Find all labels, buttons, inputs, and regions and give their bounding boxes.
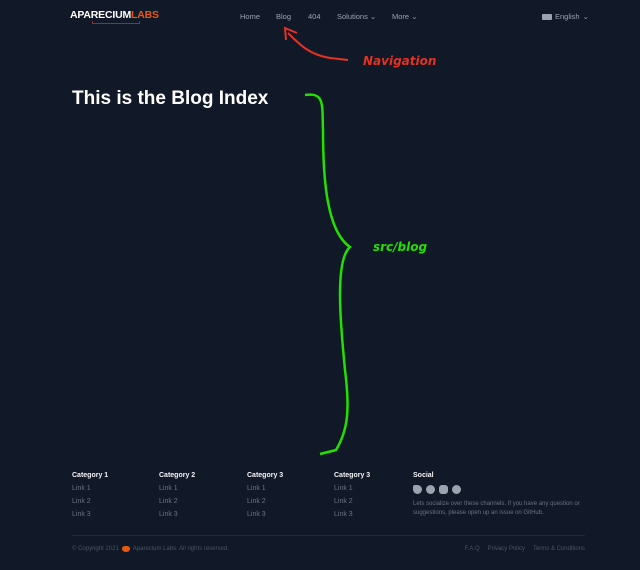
nav-solutions[interactable]: Solutions ⌄ xyxy=(337,12,376,21)
facebook-icon[interactable] xyxy=(426,485,435,494)
nav-more-label: More xyxy=(392,12,410,21)
footer-link[interactable]: Link 1 xyxy=(72,485,91,492)
footer-divider xyxy=(72,535,585,536)
src-brace xyxy=(304,93,353,456)
footer-column-title: Category 3 xyxy=(334,472,371,479)
footer-column-1: Category 1 Link 1 Link 2 Link 3 xyxy=(72,472,108,524)
footer-link[interactable]: Link 3 xyxy=(72,511,91,518)
twitter-icon[interactable] xyxy=(413,485,422,494)
footer-link[interactable]: Link 2 xyxy=(72,498,91,505)
chevron-down-icon: ⌄ xyxy=(411,12,418,21)
chevron-down-icon: ⌄ xyxy=(369,12,377,21)
navigation-annotation: Navigation xyxy=(363,54,437,68)
navigation-arrow xyxy=(283,26,349,61)
faq-link[interactable]: F.A.Q xyxy=(464,546,480,552)
footer-column-3: Category 3 Link 1 Link 2 Link 3 xyxy=(247,472,283,524)
legal-links: F.A.Q Privacy Policy Terms & Conditions xyxy=(465,546,585,552)
language-label: English xyxy=(555,12,580,21)
footer-link[interactable]: Link 2 xyxy=(247,498,266,505)
social-description: Lets socialize over these channels. If y… xyxy=(413,501,580,516)
logo-text: APARECIUM xyxy=(70,9,132,21)
footer-column-2: Category 2 Link 1 Link 2 Link 3 xyxy=(159,472,195,524)
nav-blog[interactable]: Blog xyxy=(276,12,292,21)
footer-link[interactable]: Link 3 xyxy=(247,511,266,518)
footer-link[interactable]: Link 1 xyxy=(159,485,178,492)
nav-more[interactable]: More ⌄ xyxy=(392,12,417,21)
logo[interactable]: APARECIUMLABS xyxy=(70,9,159,24)
footer-column-title: Category 2 xyxy=(159,472,196,479)
terms-link[interactable]: Terms & Conditions xyxy=(532,546,585,552)
copyright: © Copyright 2021 Aparecium Labs. All righ… xyxy=(72,546,229,552)
instagram-icon[interactable] xyxy=(439,485,448,494)
privacy-policy-link[interactable]: Privacy Policy xyxy=(487,546,525,552)
logo-accent-text: LABS xyxy=(131,9,159,21)
chevron-down-icon: ⌄ xyxy=(582,12,589,21)
footer-link[interactable]: Link 2 xyxy=(159,498,178,505)
nav-404[interactable]: 404 xyxy=(308,12,321,21)
footer-column-title: Category 3 xyxy=(247,472,284,479)
footer-social-title: Social xyxy=(413,472,434,479)
language-selector[interactable]: English ⌄ xyxy=(542,12,589,21)
footer-link[interactable]: Link 3 xyxy=(334,511,353,518)
footer-link[interactable]: Link 1 xyxy=(334,485,353,492)
company-text: Aparecium Labs. All rights reserved. xyxy=(132,546,229,552)
footer-column-4: Category 3 Link 1 Link 2 Link 3 xyxy=(334,472,370,524)
page-title: This is the Blog Index xyxy=(72,88,269,109)
src-annotation: src/blog xyxy=(373,240,428,254)
footer-column-title: Category 1 xyxy=(72,472,109,479)
footer-link[interactable]: Link 2 xyxy=(334,498,353,505)
footer-link[interactable]: Link 1 xyxy=(247,485,266,492)
logo-tagline xyxy=(92,21,140,24)
copyright-text: © Copyright 2021 xyxy=(72,546,119,552)
fox-logo-icon xyxy=(121,546,130,552)
nav-home[interactable]: Home xyxy=(240,12,261,21)
nav-solutions-label: Solutions xyxy=(337,12,368,21)
translate-icon xyxy=(542,13,552,20)
github-icon[interactable] xyxy=(452,485,461,494)
footer-link[interactable]: Link 3 xyxy=(159,511,178,518)
footer-social: Social Lets socialize over these channel… xyxy=(413,472,593,518)
